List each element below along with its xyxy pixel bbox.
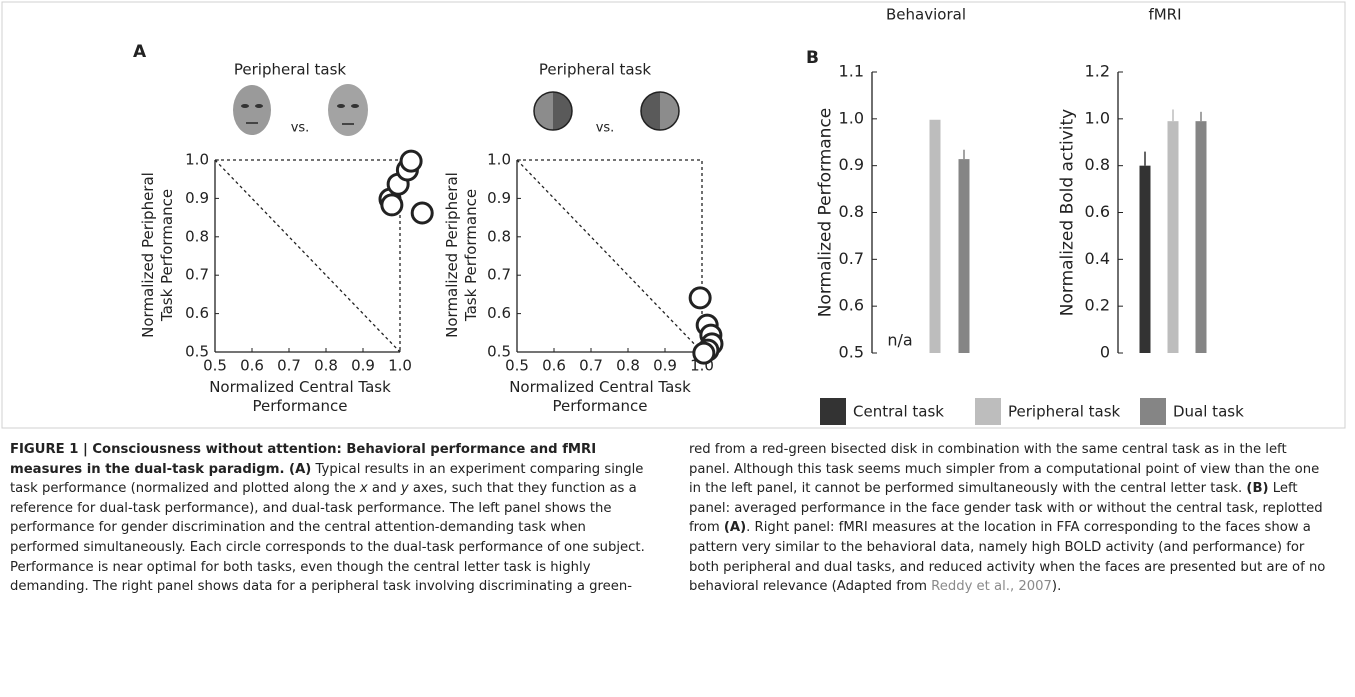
legend-label: Dual task	[1173, 403, 1244, 421]
x-axis-label: Normalized Central Task Performance	[509, 378, 691, 415]
y-tick-label: 0.9	[839, 155, 864, 174]
bar	[1167, 121, 1179, 353]
y-axis-label: Normalized Performance	[815, 107, 836, 317]
y-tick-label: 0.8	[487, 227, 511, 245]
panel-label: B	[806, 48, 819, 68]
y-axis-label: Normalized Bold activity	[1057, 108, 1078, 316]
caption-text: ).	[1051, 579, 1062, 595]
x-tick-label: 0.8	[314, 357, 338, 375]
y-axis-label: Normalized Peripheral Task Performance	[139, 172, 176, 338]
bar	[958, 159, 970, 353]
caption-text: x	[359, 481, 368, 497]
data-point	[692, 341, 716, 365]
data-point	[688, 286, 712, 310]
bar	[1139, 165, 1151, 353]
chart-area: A B Peripheral task vs. 0.5 0.6 0.7 0.8 0.9 1.0…	[1, 1, 1346, 429]
x-tick-label: 0.9	[351, 357, 375, 375]
x-tick-label: 0.7	[579, 357, 603, 375]
caption-text: axes, such that they function as a refer…	[10, 442, 1320, 595]
y-tick-label: 0.6	[1085, 202, 1110, 221]
caption-text: and	[367, 481, 401, 497]
x-tick-label: 0.6	[542, 357, 566, 375]
x-tick-label: 0.5	[505, 357, 529, 375]
y-tick-label: 0.5	[839, 343, 864, 362]
caption-text: . Right panel: fMRI measures at the loca…	[689, 520, 1326, 595]
y-tick-label: 1.0	[1085, 108, 1110, 127]
y-tick-label: 0	[1100, 343, 1110, 362]
y-tick-label: 0.8	[839, 202, 864, 221]
y-tick-label: 1.0	[839, 108, 864, 127]
caption-text[interactable]: Reddy et al., 2007	[931, 579, 1052, 595]
legend-swatch	[975, 398, 1001, 425]
y-tick-label: 1.0	[185, 151, 209, 169]
x-axis-label: Normalized Central Task Performance	[209, 378, 391, 415]
panel-label: A	[133, 42, 147, 62]
x-tick-label: 0.5	[203, 357, 227, 375]
caption-text: y	[400, 481, 409, 497]
caption-text: (B)	[1246, 481, 1269, 497]
y-tick-label: 0.7	[487, 266, 511, 284]
data-point	[410, 201, 434, 225]
x-tick-label: 1.0	[388, 357, 412, 375]
y-tick-label: 1.1	[839, 62, 864, 81]
chart-title: Behavioral	[886, 6, 966, 24]
data-point	[399, 149, 423, 173]
caption-text: Left panel: averaged performance in the …	[689, 481, 1323, 536]
y-tick-label: 0.7	[839, 249, 864, 268]
reference-line	[214, 159, 401, 353]
annotation: vs.	[596, 121, 615, 136]
x-tick-label: 0.7	[277, 357, 301, 375]
figure-frame	[1, 1, 1346, 429]
y-tick-label: 1.2	[1085, 62, 1110, 81]
face-stimulus	[233, 84, 368, 136]
bar	[1195, 121, 1207, 353]
x-tick-label: 0.9	[653, 357, 677, 375]
y-tick-label: 0.4	[1085, 249, 1110, 268]
disk-stimulus	[533, 91, 680, 131]
figure-caption: FIGURE 1 | Consciousness without attenti…	[10, 440, 1328, 597]
y-tick-label: 0.6	[185, 304, 209, 322]
legend-label: Peripheral task	[1008, 403, 1121, 421]
chart-title: Peripheral task	[234, 61, 347, 79]
y-tick-label: 0.5	[185, 343, 209, 361]
y-tick-label: 0.8	[185, 227, 209, 245]
legend-swatch	[820, 398, 846, 425]
y-tick-label: 0.6	[487, 304, 511, 322]
data-point	[380, 193, 404, 217]
caption-text: (A)	[723, 520, 747, 536]
y-tick-label: 0.7	[185, 266, 209, 284]
legend-swatch	[1140, 398, 1166, 425]
y-tick-label: 0.5	[487, 343, 511, 361]
y-tick-label: 0.2	[1085, 296, 1110, 315]
y-tick-label: 1.0	[487, 151, 511, 169]
x-tick-label: 0.6	[240, 357, 264, 375]
y-tick-label: 0.6	[839, 296, 864, 315]
y-axis-label: Normalized Peripheral Task Performance	[443, 172, 480, 338]
y-tick-label: 0.9	[487, 189, 511, 207]
reference-line	[516, 159, 703, 353]
chart-title: fMRI	[1148, 6, 1181, 24]
x-tick-label: 0.8	[616, 357, 640, 375]
caption-text: FIGURE 1 | Consciousness without attenti…	[10, 442, 597, 477]
y-tick-label: 0.8	[1085, 155, 1110, 174]
annotation: n/a	[887, 331, 912, 350]
caption-text: Typical results in an experiment compari…	[10, 461, 644, 497]
annotation: vs.	[291, 121, 310, 136]
y-tick-label: 0.9	[185, 189, 209, 207]
chart-title: Peripheral task	[539, 61, 652, 79]
bar	[929, 119, 941, 354]
legend-label: Central task	[853, 403, 944, 421]
